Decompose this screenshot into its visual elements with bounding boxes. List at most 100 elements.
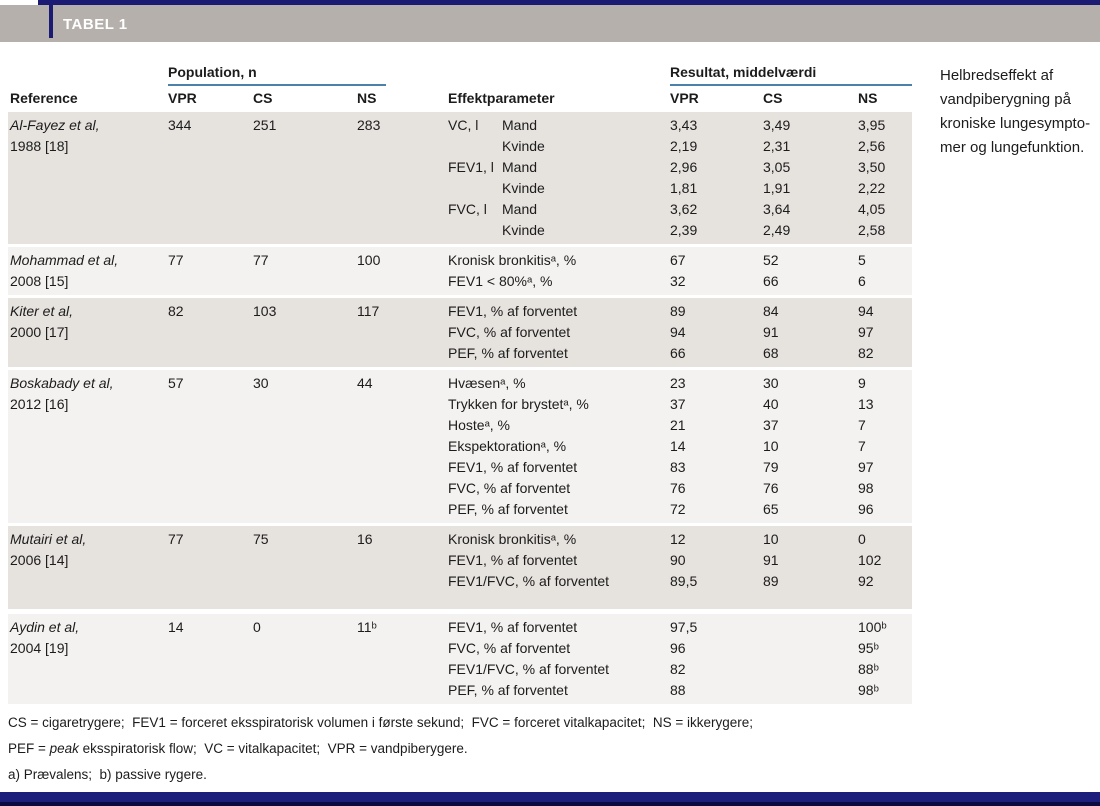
- result-value: 88: [670, 682, 686, 698]
- result-value: 10: [763, 531, 779, 547]
- effect-parameter: VC, l Mand: [448, 115, 670, 136]
- result-value: 97,5: [670, 619, 698, 635]
- result-value: 3,95: [858, 117, 886, 133]
- reference-name: Kiter et al,: [10, 303, 74, 319]
- table-header: Population, n Resultat, middelværdi Refe…: [8, 62, 912, 112]
- reference-cell: Kiter et al, 2000 [17]: [8, 301, 168, 343]
- footnote-line: PEF = peak eksspiratorisk flow; VC = vit…: [8, 738, 1096, 759]
- population-value: 11ᵇ: [357, 619, 377, 635]
- reference-cell: Mohammad et al, 2008 [15]: [8, 250, 168, 292]
- result-value: 3,43: [670, 117, 698, 133]
- reference-year: 2008 [15]: [10, 273, 69, 289]
- effect-parameter: FVC, % af forventet: [448, 324, 571, 340]
- reference-name: Mutairi et al,: [10, 531, 87, 547]
- result-value: [763, 617, 858, 638]
- column-header-reference: Reference: [10, 90, 78, 106]
- reference-name: Mohammad et al,: [10, 252, 119, 268]
- result-value: 82: [670, 661, 686, 677]
- result-value: 30: [763, 375, 779, 391]
- result-value: 66: [763, 273, 779, 289]
- result-value: 5: [858, 252, 866, 268]
- result-value: 67: [670, 252, 686, 268]
- effect-parameter: Hvæsenᵃ, %: [448, 375, 526, 391]
- effect-parameter: FEV1, % af forventet: [448, 552, 578, 568]
- caption-line: Helbredseffekt af: [940, 67, 1054, 84]
- result-value: 37: [763, 417, 779, 433]
- result-value: 94: [858, 303, 874, 319]
- result-value: 2,31: [763, 138, 791, 154]
- reference-name: Boskabady et al,: [10, 375, 114, 391]
- table-caption: Helbredseffekt af vandpiberygning på kro…: [940, 64, 1100, 160]
- population-value: 44: [357, 375, 373, 391]
- footnote-line: CS = cigaretrygere; FEV1 = forceret ekss…: [8, 712, 1096, 733]
- result-value: 89: [670, 303, 686, 319]
- top-rule: [38, 0, 1100, 5]
- column-header-pop-vpr: VPR: [168, 90, 197, 106]
- result-value: 76: [763, 480, 779, 496]
- result-value: 32: [670, 273, 686, 289]
- result-value: 3,50: [858, 159, 886, 175]
- result-value: 68: [763, 345, 779, 361]
- population-value: 77: [253, 252, 269, 268]
- result-value: 3,62: [670, 201, 698, 217]
- gender-label: Kvinde: [502, 222, 545, 238]
- reference-year: 1988 [18]: [10, 138, 69, 154]
- table-row: Kiter et al, 2000 [17] 82 103 117 FEV1, % af …: [8, 298, 912, 367]
- effect-parameter: FEV1/FVC, % af forventet: [448, 573, 610, 589]
- population-value: 57: [168, 375, 184, 391]
- result-value: 14: [670, 438, 686, 454]
- footnote-text: PEF =: [8, 741, 50, 756]
- gender-label: Mand: [502, 159, 538, 175]
- result-value: 96: [858, 501, 874, 517]
- effect-parameter: FEV1, % af forventet: [448, 303, 578, 319]
- footnote-text: a) Prævalens; b) passive rygere.: [8, 767, 207, 782]
- table-row: Mohammad et al, 2008 [15] 77 77 100 Kronisk b…: [8, 247, 912, 295]
- result-value: [763, 638, 858, 659]
- result-value: 97: [858, 324, 874, 340]
- result-value: 1,81: [670, 180, 698, 196]
- result-value: 7: [858, 417, 866, 433]
- bottom-rule: [0, 792, 1100, 806]
- population-underline: [168, 84, 386, 86]
- population-value: 82: [168, 303, 184, 319]
- effect-parameter: Kvinde: [448, 220, 670, 241]
- footnote-text: CS = cigaretrygere; FEV1 = forceret ekss…: [8, 715, 754, 730]
- population-value: 283: [357, 117, 381, 133]
- result-value: 21: [670, 417, 686, 433]
- result-value: 52: [763, 252, 779, 268]
- result-value: 2,58: [858, 222, 886, 238]
- result-value: 79: [763, 459, 779, 475]
- result-value: 40: [763, 396, 779, 412]
- result-value: 0: [858, 531, 866, 547]
- footnotes: CS = cigaretrygere; FEV1 = forceret ekss…: [8, 712, 1096, 790]
- result-value: 2,39: [670, 222, 698, 238]
- population-value: 0: [253, 619, 261, 635]
- reference-cell: Al-Fayez et al, 1988 [18]: [8, 115, 168, 157]
- parameter-label: FEV1, l: [448, 159, 494, 175]
- reference-cell: Boskabady et al, 2012 [16]: [8, 373, 168, 415]
- population-value: 103: [253, 303, 277, 319]
- table-tag-label: TABEL 1: [63, 16, 128, 33]
- result-value: 83: [670, 459, 686, 475]
- population-value: 251: [253, 117, 277, 133]
- population-value: 77: [168, 252, 184, 268]
- reference-name: Al-Fayez et al,: [10, 117, 100, 133]
- result-value: [763, 659, 858, 680]
- column-header-res-ns: NS: [858, 90, 878, 106]
- effect-parameter: Trykken for brystetᵃ, %: [448, 396, 589, 412]
- table-tag-band: [0, 5, 1100, 42]
- result-value: 96: [670, 640, 686, 656]
- result-value: 2,49: [763, 222, 791, 238]
- reference-year: 2004 [19]: [10, 640, 69, 656]
- population-value: 117: [357, 303, 380, 319]
- population-value: 30: [253, 375, 269, 391]
- result-value: 13: [858, 396, 874, 412]
- gender-label: Mand: [502, 201, 538, 217]
- result-value: 2,22: [858, 180, 886, 196]
- result-value: 92: [858, 573, 874, 589]
- result-value: 100ᵇ: [858, 619, 887, 635]
- parameter-label: VC, l: [448, 117, 479, 133]
- column-header-pop-cs: CS: [253, 90, 273, 106]
- table-body: Al-Fayez et al, 1988 [18] 344 251 283 VC, l Ma…: [8, 112, 912, 707]
- effect-parameter: FEV1, % af forventet: [448, 619, 578, 635]
